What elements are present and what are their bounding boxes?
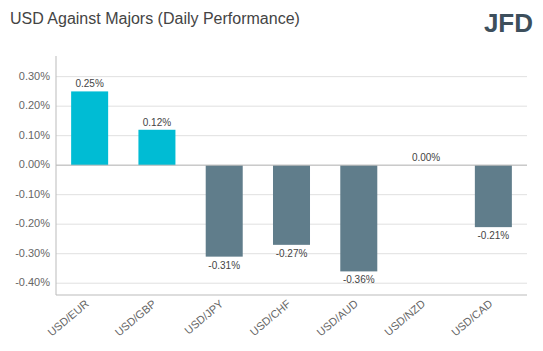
data-label: -0.31% (208, 260, 240, 271)
annotation: JFD (484, 8, 533, 38)
tick-label: 0.10% (19, 129, 50, 141)
tick-label: 0.20% (19, 99, 50, 111)
data-label: -0.36% (343, 274, 375, 285)
tick-label: -0.20% (15, 217, 50, 229)
tick-label: USD/CAD (449, 297, 495, 338)
tick-label: -0.10% (15, 188, 50, 200)
bar (206, 165, 243, 256)
data-label: -0.21% (478, 230, 510, 241)
bar (273, 165, 310, 245)
tick-label: -0.30% (15, 247, 50, 259)
tick-label: USD/NZD (382, 297, 427, 338)
bar (475, 165, 512, 227)
bar (138, 130, 175, 165)
data-label: 0.25% (75, 78, 103, 89)
tick-label: 0.00% (19, 158, 50, 170)
y-axis-line (56, 56, 57, 295)
data-label: -0.27% (276, 248, 308, 259)
bar (71, 91, 108, 165)
data-label: 0.00% (412, 152, 440, 163)
tick-label: USD/GBP (113, 297, 159, 338)
data-labels: 0.25% 0.12% -0.31% -0.27% -0.36% 0.00% -0.21% (75, 78, 509, 285)
grid-line (56, 135, 527, 136)
tick-label: USD/CHF (248, 297, 293, 338)
grid-line (56, 106, 527, 107)
grid-line (56, 76, 527, 77)
tick-label: -0.40% (15, 276, 50, 288)
tick-label: 0.30% (19, 70, 50, 82)
x-axis-line (56, 295, 527, 296)
bar (340, 165, 377, 271)
data-label: 0.12% (143, 117, 171, 128)
y-axis: -0.40% -0.30% -0.20% -0.10% 0.00% 0.10% 0.20% 0… (15, 70, 527, 289)
chart: USD Against Majors (Daily Performance) JF… (0, 0, 543, 351)
title: USD Against Majors (Daily Performance) (10, 10, 300, 27)
grid-line (56, 283, 527, 284)
zero-line (56, 165, 527, 166)
grid-line (56, 165, 527, 166)
x-axis: USD/EUR USD/GBP USD/JPY USD/CHF USD/AUD USD/N… (45, 297, 494, 338)
bars (56, 91, 527, 271)
tick-label: USD/JPY (182, 297, 226, 336)
tick-label: USD/AUD (314, 297, 360, 338)
tick-label: USD/EUR (45, 297, 91, 338)
